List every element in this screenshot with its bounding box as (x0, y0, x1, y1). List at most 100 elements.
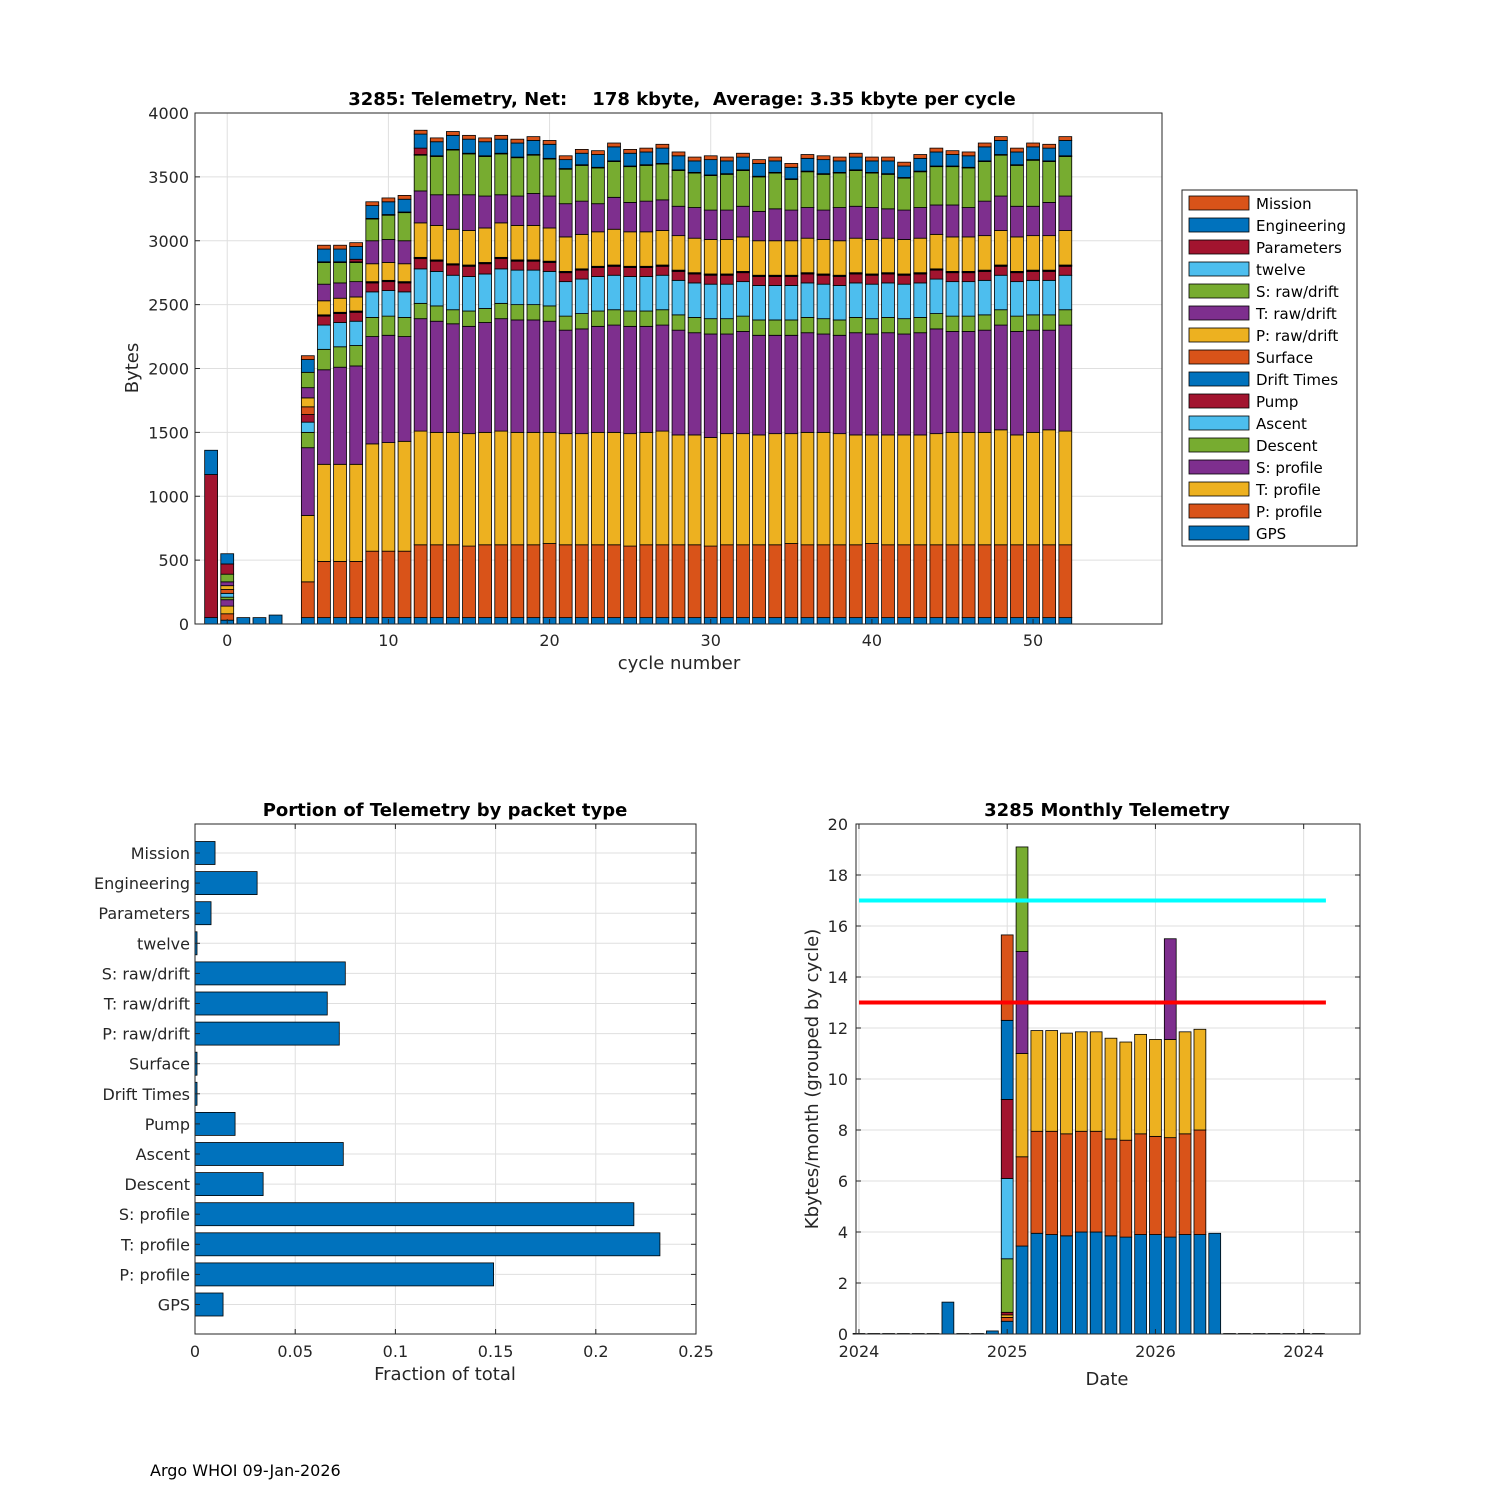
bar-segment-s-raw-drift (349, 262, 364, 283)
bar-segment-t-raw-drift (639, 200, 654, 233)
bar-segment-mission (365, 201, 380, 207)
bar-segment-ascent (526, 269, 541, 306)
bar-segment-mission (591, 150, 605, 155)
bar-segment-gps (574, 617, 589, 625)
bar-segment-pump (993, 265, 1008, 276)
bar-segment-s-raw-drift (478, 156, 492, 197)
bar-segment-p-raw-drift (639, 231, 654, 267)
bar-segment-engineering (446, 134, 460, 150)
legend-label-twelve: twelve (1256, 261, 1306, 279)
bar-segment-descent (703, 318, 718, 335)
legend-label-descent: Descent (1256, 437, 1318, 455)
bar-segment-ascent (558, 281, 573, 317)
bar-segment-ascent (865, 283, 879, 320)
bar-segment-engineering (865, 160, 879, 173)
bar-segment-engineering (413, 133, 428, 149)
bar-segment-s-raw-drift (429, 156, 444, 196)
bar-segment-t-profile (510, 431, 525, 546)
bar-segment-engineering (655, 147, 670, 164)
bar-segment-t-raw-drift (365, 240, 380, 265)
bar-segment-descent (623, 310, 637, 327)
month-bar-segment-t-profile (1163, 1039, 1177, 1139)
bar-segment-p-profile (865, 543, 879, 619)
bar-segment-s-profile (784, 334, 799, 435)
bar-segment-p-raw-drift (574, 233, 589, 270)
bar-segment-engineering (736, 156, 750, 171)
y-tick-label: 20 (828, 815, 848, 834)
bar-segment-pump (317, 315, 331, 326)
bar-segment-pump (913, 273, 928, 284)
bar-segment-ascent (574, 278, 589, 314)
bar-segment-gps (462, 617, 476, 625)
bar-segment-gps (848, 617, 863, 625)
bar-segment-t-profile (961, 431, 976, 546)
bar-segment-mission (720, 156, 734, 162)
bar-segment-engineering (558, 159, 573, 169)
bar-segment-p-profile (1042, 544, 1057, 619)
bar-segment-p-profile (945, 544, 960, 619)
bar-segment-p-raw-drift (977, 235, 992, 271)
bar-segment-t-profile (494, 430, 509, 546)
bar-segment-ascent (510, 269, 525, 306)
chart1-legend: Mission Engineering Parameters twelve S: raw… (1181, 189, 1358, 547)
bar-segment-pump (526, 260, 541, 271)
month-bar-segment-t-profile (1193, 1028, 1207, 1131)
bar-segment-mission (897, 161, 911, 167)
bar-segment-mission (446, 131, 460, 136)
x-tick-label: 0.2 (583, 1342, 608, 1361)
legend-label-pump: Pump (1256, 393, 1298, 411)
bar-segment-pump (333, 313, 347, 323)
legend-swatch-surface (1188, 349, 1250, 365)
bar-segment-mission (300, 355, 315, 360)
bar-segment-engineering (720, 160, 734, 175)
bar-segment-engineering (510, 142, 525, 158)
bar-segment-pump (1010, 272, 1024, 283)
bar-segment-gps (687, 617, 702, 625)
bar-segment-t-raw-drift (1042, 202, 1057, 237)
bar-segment-p-profile (300, 581, 315, 619)
month-bar-segment-p-profile (1178, 1133, 1192, 1235)
bar-segment-s-profile (333, 366, 347, 465)
category-label-twelve: twelve (137, 934, 190, 953)
bar-segment-mission (977, 142, 992, 148)
x-tick-label: 40 (862, 631, 882, 650)
bar-segment-p-raw-drift (623, 231, 637, 267)
bar-segment-t-raw-drift (848, 205, 863, 239)
y-tick-label: 0 (838, 1325, 848, 1344)
bar-segment-pump (736, 272, 750, 283)
bar-s-profile (194, 1202, 635, 1227)
bar-segment-t-profile (832, 433, 847, 546)
bar-segment-engineering (623, 152, 637, 167)
bar-segment-s-profile (220, 599, 235, 607)
bar-segment-engineering (784, 166, 799, 180)
bar-segment-pump (832, 276, 847, 286)
month-bar-segment-gps (1149, 1234, 1162, 1335)
bar-segment-descent (977, 314, 992, 331)
bar-segment-t-raw-drift (784, 209, 799, 242)
bar-segment-engineering (913, 157, 928, 172)
bar-segment-t-raw-drift (816, 209, 831, 240)
x-tick-label: 2026 (1135, 1342, 1176, 1361)
bar-segment-engineering (478, 141, 492, 157)
bar-segment-p-profile (365, 550, 380, 619)
telemetry-by-cycle-chart: 0 10 20 30 40 5005001000150020002500300035004… (122, 89, 1358, 674)
bar-segment-engineering (687, 160, 702, 173)
bar-segment-ascent (913, 282, 928, 318)
category-label-ascent: Ascent (136, 1145, 190, 1164)
bar-segment-s-raw-drift (929, 166, 944, 206)
bar-segment-t-profile (993, 429, 1008, 546)
month-bar-segment-p-profile (1089, 1130, 1103, 1233)
y-tick-label: 500 (158, 551, 189, 570)
bar-segment-t-profile (413, 430, 428, 546)
bar-segment-mission (397, 194, 412, 200)
bar-segment-s-profile (494, 318, 509, 432)
bar-segment-s-raw-drift (897, 177, 911, 211)
bar-segment-gps (365, 617, 380, 625)
x-tick-label: 2024 (839, 1342, 880, 1361)
bar-segment-p-profile (510, 544, 525, 619)
legend-label-mission: Mission (1256, 195, 1312, 213)
y-tick-label: 2500 (148, 296, 189, 315)
legend-label-s-profile: S: profile (1256, 459, 1323, 477)
bar-segment-s-raw-drift (655, 163, 670, 201)
bar-segment-gps (607, 617, 621, 625)
